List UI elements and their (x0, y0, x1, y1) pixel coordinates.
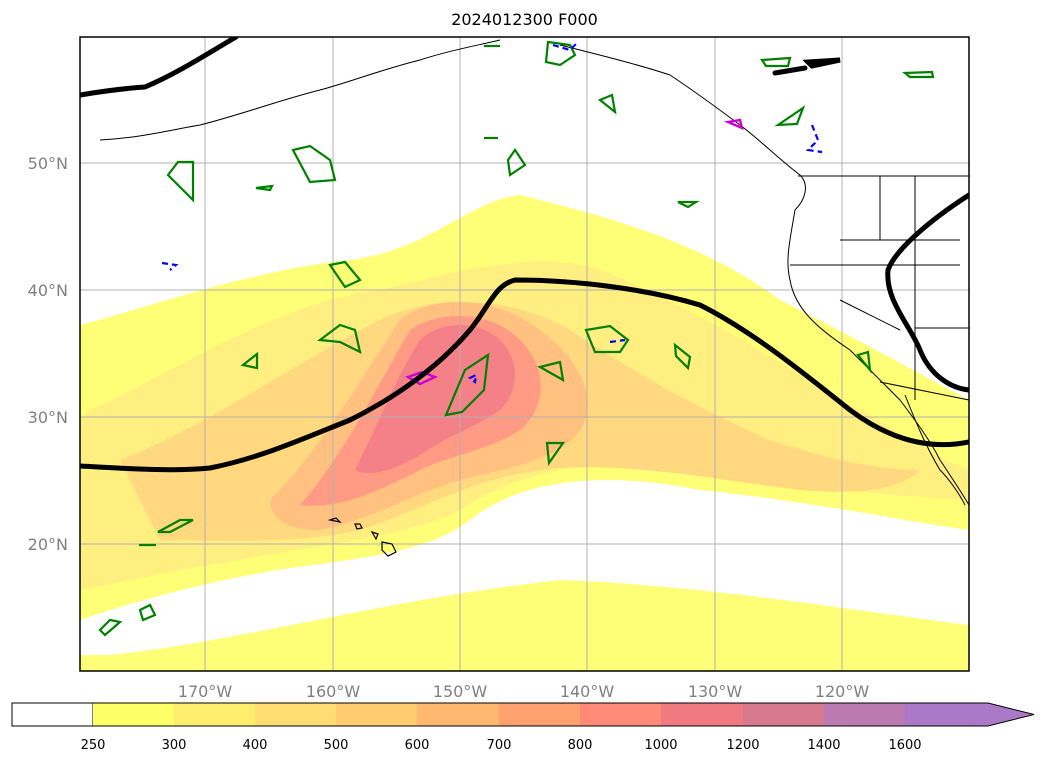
shaded-field (80, 195, 969, 671)
colorbar-tick-label: 700 (487, 738, 512, 753)
colorbar-tick-label: 1400 (807, 738, 840, 753)
alaska-aleutians-coast (99, 39, 501, 141)
green-contour (774, 105, 806, 127)
green-contour (537, 360, 565, 383)
colorbar-segment (174, 703, 255, 726)
jet-stream-north (80, 37, 239, 98)
field-band-250-south (80, 580, 969, 671)
colorbar-segment (336, 703, 417, 726)
green-contour (157, 518, 194, 534)
colorbar-under-segment (11, 702, 94, 727)
lon-label-120w: 120°W (815, 682, 870, 701)
field-band-800 (355, 325, 515, 474)
lon-labels: 170°W 160°W 150°W 140°W 130°W 120°W (178, 682, 870, 701)
green-contours (98, 40, 935, 637)
lat-label-40n: 40°N (28, 281, 68, 300)
green-contour (291, 144, 337, 184)
gridlines (80, 37, 969, 671)
lat-label-30n: 30°N (28, 408, 68, 427)
colorbar-border (11, 702, 1035, 727)
hawaii-islands (327, 517, 397, 557)
jet-stream-east (885, 192, 969, 393)
blue-contour (805, 124, 823, 154)
jet-stream-main (80, 277, 969, 473)
green-contour (597, 93, 617, 115)
colorbar-segment (661, 703, 743, 726)
lat-labels: 50°N 40°N 30°N 20°N (28, 154, 68, 554)
colorbar-segment (417, 703, 499, 726)
us-mexico-border (879, 381, 969, 401)
colorbar-segment (580, 703, 661, 726)
green-contour (760, 56, 792, 68)
jet-segment-nw (772, 65, 808, 76)
colorbar-segment (255, 703, 336, 726)
green-contour (902, 70, 935, 79)
blue-contour (552, 41, 579, 52)
colorbar-tick-label: 400 (243, 738, 268, 753)
colorbar-tick-label: 600 (405, 738, 430, 753)
colorbar-tick-label: 800 (568, 738, 593, 753)
colorbar-tick-label: 1200 (726, 738, 759, 753)
lat-label-50n: 50°N (28, 154, 68, 173)
colorbar-tick-label: 250 (81, 738, 106, 753)
green-contour (255, 184, 274, 192)
jet-segment-ne (802, 57, 841, 69)
green-contour (240, 351, 259, 370)
lon-label-150w: 150°W (433, 682, 488, 701)
colorbar-tick-label: 500 (324, 738, 349, 753)
blue-contours (161, 41, 823, 385)
magenta-contour (723, 118, 744, 131)
lon-label-170w: 170°W (178, 682, 233, 701)
colorbar-tick-labels: 250 300 400 500 600 700 800 1000 1200 14… (81, 738, 922, 753)
green-contour (506, 148, 527, 177)
colorbar-segment (93, 703, 174, 726)
colorbar-tick-label: 1600 (888, 738, 921, 753)
lon-label-130w: 130°W (688, 682, 743, 701)
green-contour (545, 441, 566, 467)
colorbar-segment (743, 703, 824, 726)
north-american-west-coast (787, 209, 969, 506)
colorbar-extend-arrow (905, 703, 1034, 726)
green-contour (544, 40, 577, 67)
colorbar (11, 702, 1035, 727)
map-title: 2024012300 F000 (451, 10, 598, 29)
state-borders (790, 176, 969, 400)
lon-label-160w: 160°W (306, 682, 361, 701)
green-contour (317, 323, 362, 355)
colorbar-tick-label: 1000 (644, 738, 677, 753)
map-plot-area (80, 37, 969, 671)
lon-label-140w: 140°W (560, 682, 615, 701)
jet-contours (80, 37, 969, 473)
green-contour (138, 603, 157, 622)
colorbar-segment (499, 703, 580, 726)
colorbar-tick-label: 300 (162, 738, 187, 753)
green-contour (677, 200, 700, 209)
green-contour (328, 260, 362, 289)
map-frame (79, 36, 970, 672)
green-contour (98, 618, 123, 637)
baja-peninsula (904, 394, 966, 506)
green-contour (584, 324, 630, 354)
green-contour (673, 342, 692, 371)
lat-label-20n: 20°N (28, 535, 68, 554)
green-contour (856, 350, 872, 374)
blue-contour (609, 338, 626, 344)
green-contour (444, 352, 490, 417)
colorbar-segment (824, 703, 905, 726)
green-contour (166, 160, 195, 203)
blue-contour (161, 261, 179, 271)
blue-contour (467, 373, 478, 385)
